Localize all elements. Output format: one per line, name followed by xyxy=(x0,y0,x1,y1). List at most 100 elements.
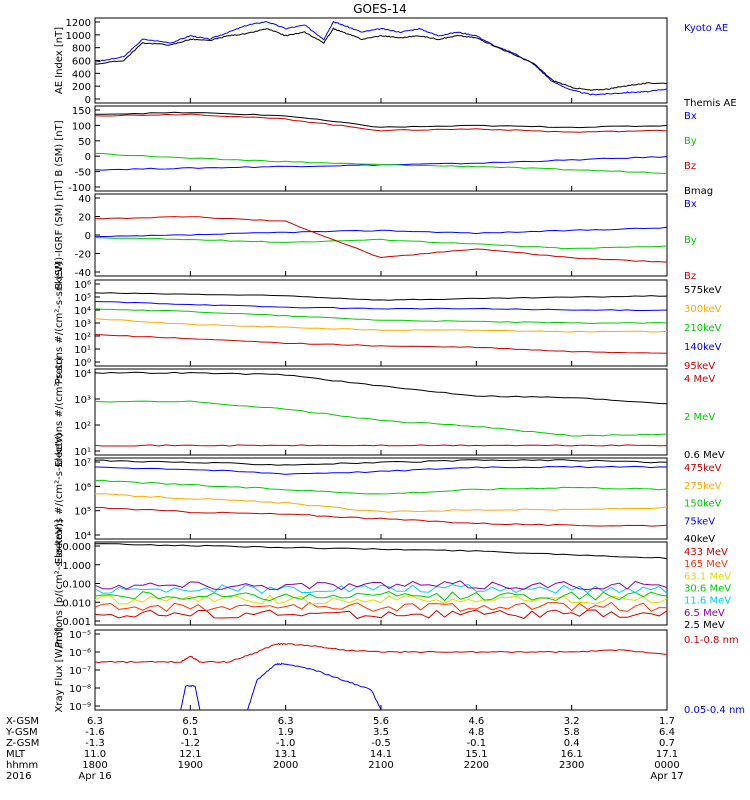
series-line-themis-ae xyxy=(94,27,668,91)
x-row-value: 5.6 xyxy=(373,716,389,727)
y-axis-label: Xray Flux [W/m²] xyxy=(54,627,65,712)
x-row-value: Apr 17 xyxy=(650,771,683,782)
series-line-bmag xyxy=(95,111,668,129)
legend-entry: Themis AE xyxy=(683,98,737,109)
legend-entry: 6.5 MeV xyxy=(684,608,725,619)
y-tick-label: 10⁴ xyxy=(74,369,91,380)
y-axis-label: Protons [p/(cm²-s-sr-keV)] xyxy=(54,519,65,647)
y-tick-label: 400 xyxy=(72,69,91,80)
legend-entry: 275keV xyxy=(684,481,722,492)
y-tick-label: 800 xyxy=(72,44,91,55)
legend-entry: 0.1-0.8 nm xyxy=(684,635,739,646)
panel-xray: 10⁻⁵ 10⁻⁶ 10⁻⁷ 10⁻⁸ 10⁻⁹ Xray Flux [W/m²] 0.1-… xyxy=(54,627,745,716)
legend-entry: By xyxy=(684,136,697,147)
y-tick-label: 10.000 xyxy=(56,542,91,553)
x-row-value: 5.8 xyxy=(564,727,580,738)
x-row-value: 6.4 xyxy=(659,727,675,738)
x-row-value: 6.3 xyxy=(87,716,103,727)
panel-protons_kev: 10⁶ 10⁵ 10⁴ 10³ 10² 10¹ 10⁰ Protons #/(cm²-s-sr… xyxy=(54,262,722,385)
y-tick-label: 600 xyxy=(72,57,91,68)
y-tick-label: 10¹ xyxy=(74,345,91,356)
y-tick-label: 10¹ xyxy=(74,447,91,458)
legend-entry: Bx xyxy=(684,199,697,210)
y-axis-label: B (SM) [nT] xyxy=(54,120,65,176)
x-row-value: 4.8 xyxy=(468,727,484,738)
y-tick-label: 10⁴ xyxy=(74,306,91,317)
legend-entry: 11.6 MeV xyxy=(684,596,731,607)
x-axis-table: X-GSM 6.3 6.5 6.3 5.6 4.6 3.2 1.7 Y-GSM -1.6 0.1 1.… xyxy=(5,716,684,782)
series-line-2-5-mev xyxy=(94,543,668,560)
legend-entry: 0.05-0.4 nm xyxy=(684,705,745,716)
y-tick-label: 10⁻⁵ xyxy=(69,630,91,641)
x-row-value: -1.6 xyxy=(85,727,105,738)
y-tick-label: 0.100 xyxy=(62,580,91,591)
legend-entry: 210keV xyxy=(684,323,722,334)
x-row-value: 1800 xyxy=(82,760,107,771)
series-line-300kev xyxy=(94,318,668,333)
legend-entry: 475keV xyxy=(684,463,722,474)
y-axis-label: Protons #/(cm²-s-sr-keV) xyxy=(54,262,65,385)
x-row-value: -0.5 xyxy=(371,738,391,749)
x-row-label: MLT xyxy=(6,749,26,760)
y-tick-label: 200 xyxy=(72,82,91,93)
legend-entry: Bz xyxy=(684,271,696,282)
y-tick-label: 40 xyxy=(78,194,91,205)
series-line-2-mev xyxy=(94,400,668,437)
panel-frame xyxy=(94,368,668,456)
series-line-275kev xyxy=(94,493,668,513)
y-tick-label: 10⁰ xyxy=(74,358,91,369)
y-tick-label: 1000 xyxy=(66,31,91,42)
series-line-kyoto-ae xyxy=(94,20,668,96)
series-line-150kev xyxy=(94,479,668,495)
legend-entry: 63.1 MeV xyxy=(684,571,731,582)
legend-entry: 75keV xyxy=(684,516,715,527)
series-line-bz xyxy=(94,216,668,263)
x-row-value: 1.7 xyxy=(659,716,675,727)
panel-bigrf: 40 20 0 -20 -40 B (SM)-IGRF (SM) [nT] Bx By Bz xyxy=(54,180,697,289)
series-line-0-1-0-8-nm xyxy=(94,642,668,664)
x-row-value: 11.0 xyxy=(84,749,106,760)
series-line-4-mev xyxy=(94,444,668,447)
legend-entry: 0.6 MeV xyxy=(684,450,725,461)
x-row-label: X-GSM xyxy=(6,716,39,727)
x-row-value: 14.1 xyxy=(370,749,392,760)
series-line-140kev xyxy=(94,301,668,311)
y-tick-label: 10⁻⁷ xyxy=(69,666,91,677)
y-tick-label: 10⁵ xyxy=(74,293,91,304)
y-tick-label: 10⁴ xyxy=(74,531,91,542)
x-row-label: Y-GSM xyxy=(5,727,38,738)
y-tick-label: 1.000 xyxy=(62,561,91,572)
y-tick-label: -20 xyxy=(75,250,91,261)
x-row-label: hhmm xyxy=(6,760,38,771)
x-row-value: 0.4 xyxy=(564,738,580,749)
legend-entry: Bz xyxy=(684,161,696,172)
series-line-bz xyxy=(94,113,668,133)
legend-entry: 433 MeV xyxy=(684,547,728,558)
series-line-433-mev xyxy=(94,609,668,620)
legend-entry: 40keV xyxy=(684,534,715,545)
legend-entry: 300keV xyxy=(684,304,722,315)
y-tick-label: 10³ xyxy=(74,395,91,406)
legend-entry: 2.5 MeV xyxy=(684,620,725,631)
y-tick-label: 10³ xyxy=(74,319,91,330)
x-row-value: Apr 16 xyxy=(78,771,111,782)
panel-frame xyxy=(94,629,668,711)
x-row-value: 0000 xyxy=(654,760,679,771)
x-row-value: 6.5 xyxy=(182,716,198,727)
x-row-value: 2000 xyxy=(273,760,298,771)
series-line-by xyxy=(94,152,668,174)
x-row-value: 16.1 xyxy=(561,749,583,760)
x-row-value: 12.1 xyxy=(179,749,201,760)
y-tick-label: 10⁻⁹ xyxy=(69,702,91,713)
figure-title: GOES-14 xyxy=(353,2,407,16)
series-line-63-1-mev xyxy=(94,594,668,605)
x-row-value: 0.1 xyxy=(182,727,198,738)
y-axis-label: Electrons #/(cm²-s-sr-keV) xyxy=(54,433,65,564)
x-row-value: 2100 xyxy=(368,760,393,771)
series-line-40kev xyxy=(94,459,667,466)
legend-entry: Bx xyxy=(684,111,697,122)
y-axis-label: Electrons #/(cm²-s-sr) xyxy=(54,357,65,467)
